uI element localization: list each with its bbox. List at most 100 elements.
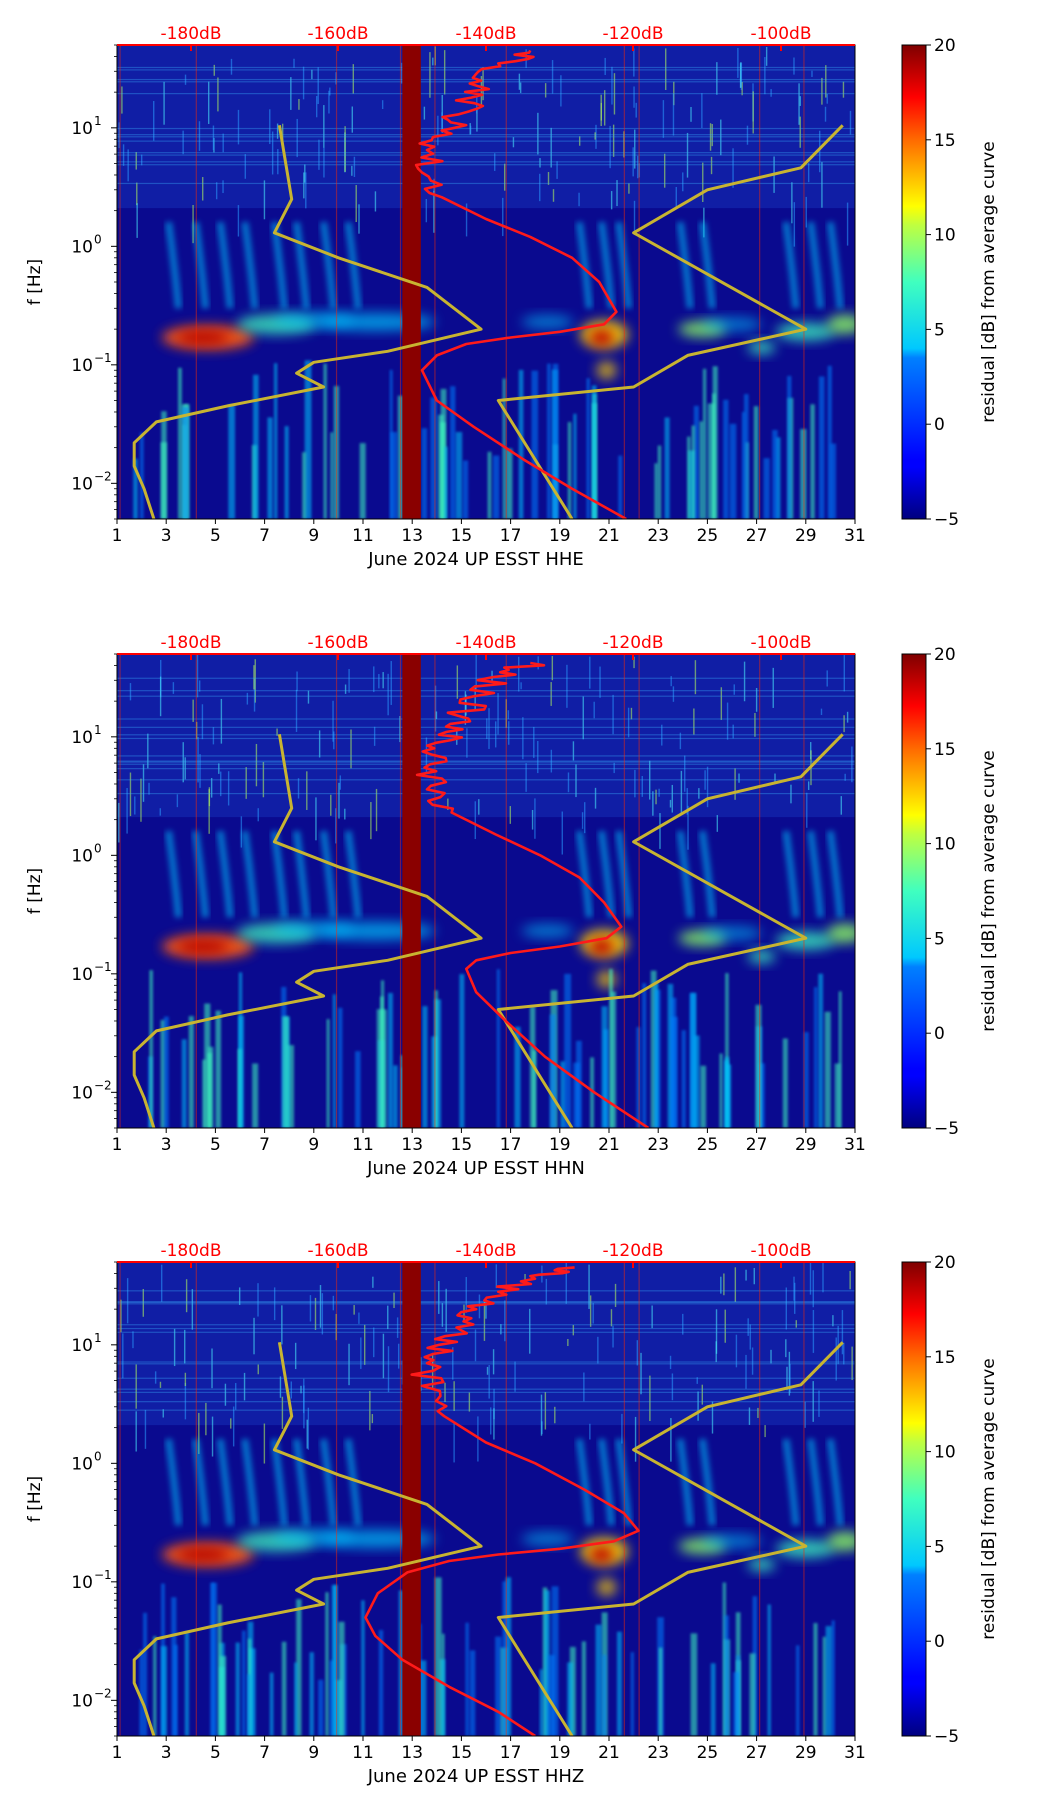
spectrogram-area [117,45,855,519]
microseism-blob [747,340,776,355]
transient-stripe [440,388,447,519]
transient-stripe [690,1633,698,1736]
noise-streak [687,805,689,850]
noise-streak [355,185,357,223]
noise-streak [592,1302,594,1324]
noise-streak [670,1418,672,1462]
noise-streak [693,708,695,735]
dispersion-streak [344,221,362,309]
dispersion-streak [241,830,259,918]
dispersion-streak [216,1438,234,1526]
microseism-blob [702,926,762,941]
transient-stripe [149,970,153,1128]
noise-streak [832,1315,834,1327]
colorbar-tick-label: 10 [934,226,956,246]
dispersion-streak [292,1438,310,1526]
noise-streak [351,106,353,133]
noise-streak [698,788,700,799]
noise-streak [486,718,488,739]
transient-stripe [318,1679,324,1736]
noise-streak [841,1310,844,1355]
noise-streak [323,147,325,178]
noise-streak [333,731,335,750]
transient-stripe [573,413,577,519]
noise-line [117,1377,855,1379]
noise-streak [335,808,337,844]
noise-streak [230,1418,232,1429]
transient-stripe [304,360,312,519]
noise-streak [205,1402,207,1436]
noise-streak [120,1299,122,1333]
noise-streak [297,778,300,799]
x-tick-label: 5 [210,1743,221,1763]
noise-streak [634,1416,637,1462]
noise-streak [633,48,635,77]
noise-streak [198,680,201,692]
noise-streak [296,671,298,692]
event-line [803,654,805,1128]
noise-streak [172,682,175,694]
noise-streak [235,1383,237,1410]
dispersion-streak [676,1438,694,1526]
noise-streak [669,799,672,808]
transient-stripe [184,1631,190,1736]
microseism-blob [589,1546,614,1563]
noise-streak [764,57,766,95]
noise-streak [318,139,320,170]
noise-streak [799,116,801,148]
noise-streak [485,1302,487,1319]
noise-streak [550,127,552,168]
transient-stripe [333,385,340,519]
noise-streak [466,728,468,758]
dispersion-streak [320,1438,337,1526]
high-frequency-band [117,1262,855,1426]
noise-line [117,93,855,95]
noise-streak [271,131,274,175]
noise-streak [518,73,521,90]
y-tick-label: 10 [71,1336,93,1356]
transient-stripe [160,1019,166,1128]
noise-streak [281,123,284,141]
event-line [759,1262,761,1736]
y-axis-label: f [Hz] [25,259,45,305]
noise-streak [399,715,401,743]
noise-streak [726,702,729,740]
dispersion-streak [216,830,234,918]
noise-streak [635,102,637,118]
transient-stripe [650,970,657,1128]
noise-streak [818,1390,820,1417]
transient-stripe [422,1006,428,1128]
transient-stripe [667,983,674,1128]
transient-stripe [763,458,770,519]
y-tick-base: 10 [71,237,93,257]
colorbar-tick-label: 5 [934,320,945,340]
noise-streak [245,767,247,799]
dispersion-streak [807,221,825,309]
noise-streak [575,764,577,798]
y-tick-exponent: 0 [94,841,102,855]
noise-streak [237,109,240,145]
noise-streak [566,664,568,708]
noise-model-curve [496,1341,844,1736]
noise-streak [720,1276,722,1294]
x-tick-label: 27 [746,1743,768,1763]
noise-streak [709,123,712,151]
top-axis-label: -100dB [750,24,811,44]
transient-stripe [814,987,818,1128]
dispersion-streak [826,830,844,918]
noise-streak [222,133,224,153]
noise-streak [122,144,125,166]
noise-streak [540,1394,543,1436]
transient-stripe [332,994,336,1128]
y-axis-label: f [Hz] [25,868,45,914]
noise-line [117,718,855,720]
transient-stripe [355,1051,361,1128]
transient-stripe [217,1604,222,1736]
noise-streak [296,118,298,158]
noise-line [117,726,855,728]
noise-streak [799,96,801,106]
noise-streak [686,132,689,178]
x-tick-label: 19 [549,1135,571,1155]
microseism-blob [177,939,230,954]
y-tick-exponent: −1 [94,1568,112,1582]
